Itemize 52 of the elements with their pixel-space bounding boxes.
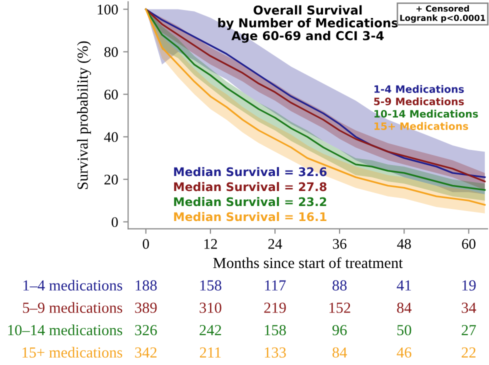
text: 34	[462, 302, 476, 313]
text: 19	[462, 280, 476, 291]
text: 27	[462, 325, 476, 336]
text: 84	[332, 347, 347, 358]
x-tick-label: 48	[397, 239, 411, 249]
text: 158	[264, 324, 286, 336]
x-tick-label: 12	[204, 239, 217, 249]
text: 15+ Medications	[374, 122, 468, 130]
text: 10-14 Medications	[374, 110, 478, 118]
text: 158	[200, 280, 222, 291]
text: Overall Survival by Number of Medications Age 60-69 and CCI 3-4	[218, 5, 398, 43]
text: 10–14 medications	[8, 324, 122, 336]
y-tick-label: 20	[104, 174, 118, 185]
annotation: + Censored Logrank p<0.0001	[400, 5, 486, 23]
text: 310	[200, 302, 222, 313]
y-tick-label: 60	[104, 90, 118, 100]
text: 46	[396, 347, 412, 358]
annotation: Median Survival = 32.6	[174, 167, 327, 176]
text: 188	[136, 280, 157, 291]
text: 22	[462, 347, 476, 358]
text: 84	[397, 302, 412, 313]
text: 1–4 medications	[24, 280, 122, 291]
text: 133	[264, 347, 286, 358]
text: 41	[396, 280, 411, 290]
text: 5–9 medications	[23, 302, 122, 313]
text: 15+ medications	[22, 346, 122, 358]
x-tick-label: 24	[268, 239, 282, 249]
text: 342	[135, 347, 156, 358]
x-tick-label: 36	[332, 239, 346, 249]
text: 219	[264, 302, 286, 313]
text: 152	[329, 302, 350, 313]
y-tick-label: 80	[104, 47, 118, 57]
y-tick-label: 0	[112, 217, 118, 228]
x-tick-label: 0	[142, 239, 149, 249]
x-tick-label: 60	[462, 239, 476, 249]
text: 326	[135, 325, 157, 336]
annotation: Median Survival = 16.1	[174, 212, 326, 222]
y-tick-label: 100	[98, 4, 118, 14]
y-tick-label: 40	[104, 132, 118, 142]
text: 88	[332, 280, 347, 291]
text: 5-9 Medications	[374, 97, 464, 106]
text: 117	[265, 280, 286, 290]
text: 389	[135, 302, 157, 313]
annotation: Median Survival = 23.2	[174, 197, 326, 206]
text: 96	[332, 325, 347, 336]
y-axis-title: Survival probability (%)	[77, 41, 91, 189]
annotation: Median Survival = 27.8	[174, 182, 326, 192]
text: 242	[200, 325, 222, 336]
text: 50	[397, 324, 412, 336]
text: 211	[200, 347, 221, 358]
x-axis-title: Months since start of treatment	[213, 257, 403, 268]
text: 1-4 Medications	[374, 85, 464, 93]
